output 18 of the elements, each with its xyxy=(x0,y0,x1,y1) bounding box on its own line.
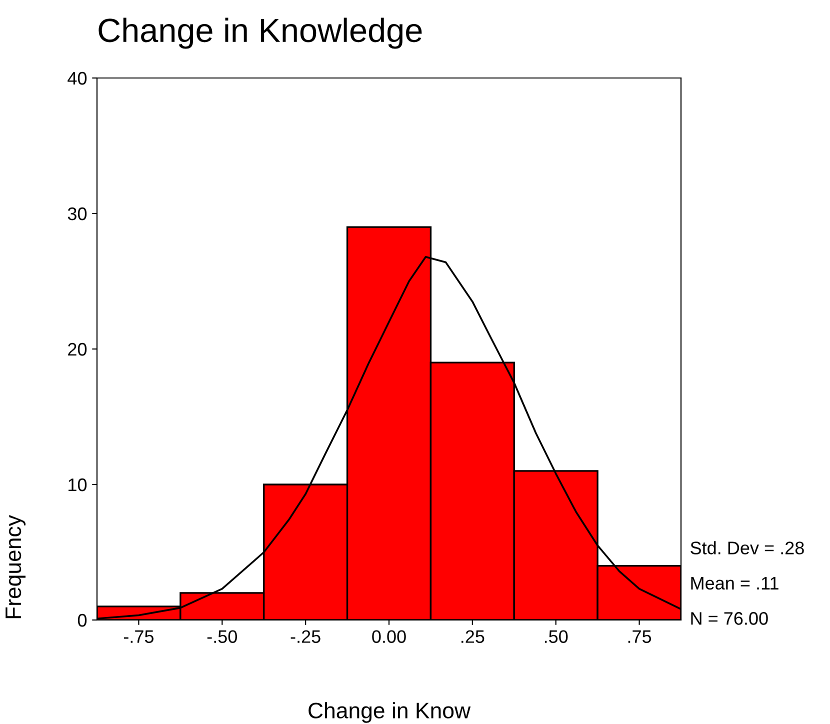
x-tick-label: .50 xyxy=(544,630,568,643)
x-tick-label: -.50 xyxy=(207,630,237,643)
x-tick-label: 0.00 xyxy=(372,630,406,643)
text: Mean = .11 xyxy=(691,577,778,590)
x-tick-label: .75 xyxy=(628,630,652,643)
x-tick-label: .25 xyxy=(462,630,484,643)
y-tick-label: 10 xyxy=(68,478,87,492)
chart-title: Change in Knowledge xyxy=(98,18,422,49)
x-tick-label: -.75 xyxy=(124,630,154,643)
y-tick-label: 20 xyxy=(68,342,87,356)
y-tick-label: 0 xyxy=(78,614,87,627)
text: N = 76.00 xyxy=(691,612,768,625)
y-tick-label: 30 xyxy=(68,207,87,220)
y-axis-title: Frequency xyxy=(6,515,26,618)
y-tick-label: 40 xyxy=(68,72,87,85)
x-tick-label: -.25 xyxy=(290,630,320,643)
x-axis-title: Change in Know xyxy=(308,702,471,723)
text: Std. Dev = .28 xyxy=(690,541,804,554)
